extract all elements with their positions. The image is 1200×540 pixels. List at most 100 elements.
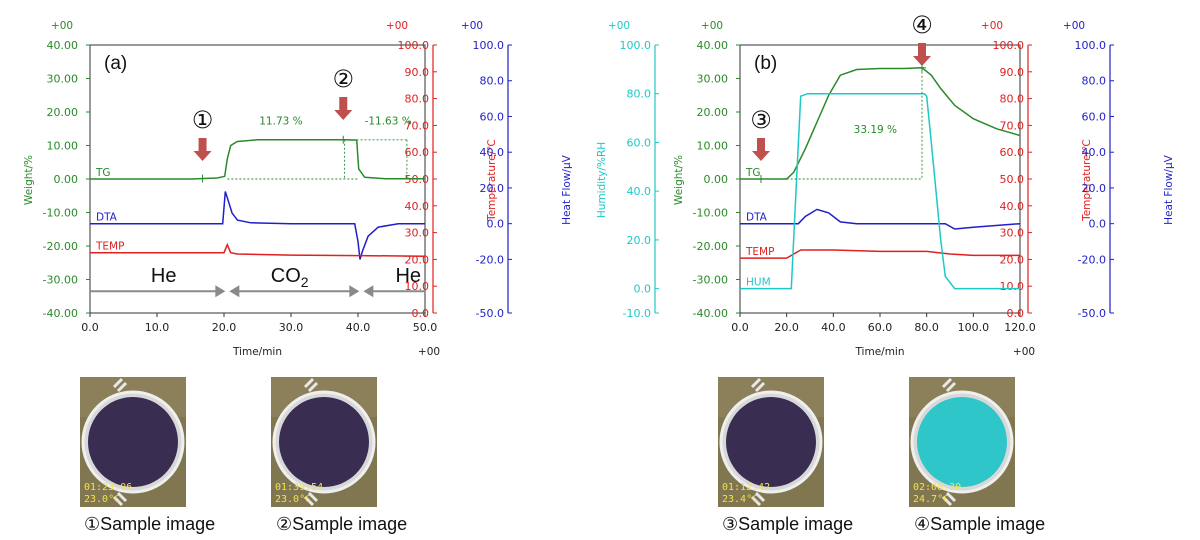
series-label-hum-b: HUM <box>746 277 771 289</box>
temperature-tick-label-b-0: 0.0 <box>1007 307 1025 320</box>
sample-photo-2: 01:39:54 23.0°C <box>271 377 377 507</box>
temperature-tick-label-b-8: 80.0 <box>1000 93 1025 106</box>
x-tick-label-a-1: 10.0 <box>145 321 170 334</box>
x-tick-label-b-5: 100.0 <box>958 321 990 334</box>
gas-label-1: CO2 <box>271 265 309 290</box>
marker-arrow-a-1 <box>193 138 212 161</box>
heat_flow-tick-label-a-6: 80.0 <box>480 75 505 88</box>
series-temp-a <box>90 242 426 257</box>
weight-axis-label-b: Weight/% <box>673 155 685 205</box>
gas-arrow-right-0 <box>215 285 226 298</box>
weight-tick-label-b-2: -20.00 <box>693 240 728 253</box>
x-tick-label-b-1: 20.0 <box>774 321 799 334</box>
weight-tick-label-a-2: -20.00 <box>43 240 78 253</box>
x-tick-label-a-5: 50.0 <box>413 321 438 334</box>
x-axis-label-a: Time/min <box>232 346 282 358</box>
dish-clip-top-4 <box>941 377 957 393</box>
weight-tick-label-b-1: -30.00 <box>693 274 728 287</box>
temperature-tick-label-b-3: 30.0 <box>1000 227 1025 240</box>
heat_flow-tick-label-b-3: 20.0 <box>1082 182 1107 195</box>
annotation-a-0: 11.73 % <box>259 115 302 127</box>
gas-label-2: He <box>395 265 421 287</box>
dish-sample-3 <box>726 397 816 487</box>
weight-tick-label-a-6: 20.00 <box>47 106 79 119</box>
temperature-tick-label-b-1: 10.0 <box>1000 280 1025 293</box>
series-dta-b <box>740 208 1021 230</box>
marker-arrow-a-2 <box>334 97 353 120</box>
weight-tick-label-a-1: -30.00 <box>43 274 78 287</box>
dish-sample-1 <box>88 397 178 487</box>
sample-photo-3: 01:12:42 23.4°C <box>718 377 824 507</box>
weight-tick-label-b-3: -10.00 <box>693 207 728 220</box>
annotation-a-1: -11.63 % <box>365 115 412 127</box>
temperature-tick-label-a-7: 70.0 <box>405 119 430 132</box>
temperature-tick-label-a-9: 90.0 <box>405 66 430 79</box>
humidity-tick-label-b-6: 100.0 <box>620 39 652 52</box>
marker-arrow-b-1 <box>752 138 770 161</box>
weight-tick-label-a-7: 30.00 <box>47 73 79 86</box>
weight-tick-label-b-0: -40.00 <box>693 307 728 320</box>
dish-clip-bottom-4 <box>941 491 957 507</box>
weight-tick-label-b-7: 30.00 <box>697 73 729 86</box>
weight-tick-label-a-5: 10.00 <box>47 140 79 153</box>
heat_flow-tick-label-b-0: -50.0 <box>1078 307 1106 320</box>
heat_flow-tick-label-a-3: 20.0 <box>480 182 505 195</box>
series-label-tg-b: TG <box>745 167 761 179</box>
temperature-tick-label-a-0: 0.0 <box>412 307 430 320</box>
panel-label-a: (a) <box>104 53 127 74</box>
x-tick-label-a-2: 20.0 <box>212 321 237 334</box>
heat_flow-tick-label-a-5: 60.0 <box>480 110 505 123</box>
series-dta-a <box>90 191 425 260</box>
dish-sample-2 <box>279 397 369 487</box>
point-label-a-1: ① <box>192 106 214 134</box>
photo-caption-1: ①Sample image <box>84 514 216 534</box>
photo-caption-2: ②Sample image <box>276 514 408 534</box>
x-tick-label-b-3: 60.0 <box>868 321 893 334</box>
heat_flow-exponent-a: +00 <box>461 20 483 32</box>
dish-clip-bottom-3 <box>750 491 766 507</box>
weight-tick-label-b-5: 10.00 <box>697 140 729 153</box>
weight-tick-label-a-4: 0.00 <box>54 173 79 186</box>
humidity-tick-label-b-3: 40.0 <box>627 185 652 198</box>
dish-sample-4 <box>917 397 1007 487</box>
humidity-tick-label-b-2: 20.0 <box>627 234 652 247</box>
dish-clip-top-2 <box>303 377 319 393</box>
photo-temp-4: 24.7°C <box>913 494 949 505</box>
marker-arrow-b-2 <box>913 43 931 66</box>
x-tick-label-b-2: 40.0 <box>821 321 846 334</box>
heat_flow-tick-label-a-4: 40.0 <box>480 146 505 159</box>
dish-clip-top-1 <box>112 377 128 393</box>
heat_flow-tick-label-b-6: 80.0 <box>1082 75 1107 88</box>
heat_flow-tick-label-a-2: 0.0 <box>487 218 505 231</box>
temperature-tick-label-a-4: 40.0 <box>405 200 430 213</box>
photo-time-2: 01:39:54 <box>275 482 323 493</box>
heat_flow-axis-label-b: Heat Flow/μV <box>1163 154 1175 224</box>
weight-tick-label-b-6: 20.00 <box>697 106 729 119</box>
figure: 0.0 10.0 20.0 30.0 40.0 50.0 Time/min +00 -40.00… <box>23 11 1175 358</box>
series-hum-b <box>740 92 1020 290</box>
x-tick-label-b-6: 120.0 <box>1004 321 1036 334</box>
temperature-tick-label-b-6: 60.0 <box>1000 146 1025 159</box>
heat_flow-tick-label-b-7: 100.0 <box>1075 39 1107 52</box>
humidity-tick-label-b-5: 80.0 <box>627 88 652 101</box>
heat_flow-tick-label-b-1: -20.0 <box>1078 253 1106 266</box>
temperature-tick-label-b-10: 100.0 <box>993 39 1025 52</box>
dish-clip-bottom-2 <box>303 491 319 507</box>
series-temp-b <box>740 249 1020 259</box>
photo-time-4: 02:08:30 <box>913 482 961 493</box>
heat_flow-tick-label-b-2: 0.0 <box>1089 218 1107 231</box>
series-label-tg-a: TG <box>95 167 111 179</box>
weight-tick-label-b-4: 0.00 <box>704 173 729 186</box>
temperature-tick-label-b-9: 90.0 <box>1000 66 1025 79</box>
temperature-tick-label-a-6: 60.0 <box>405 146 430 159</box>
humidity-axis-label-b: Humidity/%RH <box>596 142 608 218</box>
photo-temp-1: 23.0°C <box>84 494 120 505</box>
photo-time-3: 01:12:42 <box>722 482 770 493</box>
dish-clip-bottom-1 <box>112 491 128 507</box>
weight-exponent-a: +00 <box>51 20 73 32</box>
humidity-exponent-b: +00 <box>608 20 630 32</box>
